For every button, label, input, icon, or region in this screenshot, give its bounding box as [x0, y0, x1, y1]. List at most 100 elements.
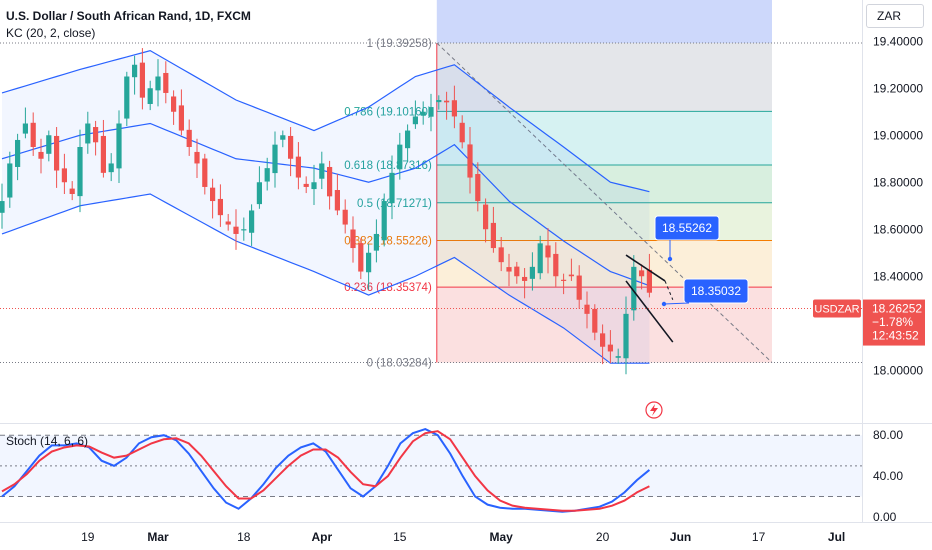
fib-level-label: 0.786 (19.10160)	[344, 106, 432, 118]
candle-body	[600, 333, 606, 347]
stoch-legend: Stoch (14, 6, 6)	[6, 434, 88, 448]
candle-body	[397, 144, 403, 170]
candle-body	[483, 204, 489, 230]
fib-trend-line	[436, 42, 773, 363]
candle-body	[420, 111, 426, 116]
fib-level-label: 1 (19.39258)	[367, 38, 432, 50]
candle-body	[178, 105, 184, 131]
candle-body	[444, 100, 450, 103]
candle-body	[108, 163, 114, 173]
fib-level-label: 0.382 (18.55226)	[344, 235, 432, 247]
candle-body	[7, 163, 13, 198]
candle-body	[186, 129, 192, 147]
candle-body	[576, 275, 582, 300]
candle-body	[155, 76, 161, 91]
candle-body	[69, 188, 75, 194]
price-callout-anchor	[661, 301, 667, 307]
price-axis-tick: 19.00000	[873, 128, 923, 142]
symbol-price-tag: USDZAR 18.26252−1.78%12:43:52	[813, 299, 925, 346]
candle-body	[592, 308, 598, 333]
candle-body	[233, 226, 239, 234]
candle-body	[132, 64, 138, 78]
symbol-tag-label: USDZAR	[814, 304, 859, 316]
candle-body	[272, 144, 278, 174]
price-callout-box	[654, 215, 720, 241]
price-axis-tick: 19.20000	[873, 81, 923, 95]
price-axis-tick: 19.40000	[873, 34, 923, 48]
candle-body	[490, 222, 496, 249]
price-callout-anchor	[667, 256, 673, 262]
candle-body	[607, 344, 613, 352]
fib-level-label: 0.236 (18.35374)	[344, 282, 432, 294]
candle-body	[631, 266, 637, 311]
candle-body	[373, 233, 379, 251]
time-axis-tick: 19	[81, 530, 95, 544]
candle-body	[217, 198, 223, 216]
candle-body	[553, 253, 559, 277]
price-tag-change: −1.78%	[872, 315, 913, 329]
candle-body	[514, 266, 520, 277]
candle-body	[54, 135, 60, 171]
candle-body	[358, 243, 364, 272]
time-axis-tick: 15	[393, 530, 407, 544]
candle-body	[568, 274, 574, 277]
candle-body	[342, 209, 348, 225]
candle-body	[147, 88, 153, 104]
candle-body	[506, 267, 512, 272]
currency-button[interactable]: ZAR	[866, 4, 924, 28]
candle-body	[171, 96, 177, 112]
candle-body	[327, 166, 333, 197]
candle-body	[646, 269, 652, 293]
candle-body	[623, 313, 629, 359]
indicator-legend[interactable]: KC (20, 2, close)	[6, 26, 96, 40]
price-callout: 18.55262	[654, 215, 720, 262]
candle-body	[288, 135, 294, 159]
price-callout-box	[683, 278, 749, 304]
candle-body	[77, 147, 83, 197]
candle-body	[639, 270, 645, 277]
time-axis-tick: 20	[596, 530, 610, 544]
candle-body	[334, 190, 340, 211]
candle-body	[46, 135, 52, 154]
candle-body	[529, 266, 535, 279]
fib-zone	[436, 111, 772, 166]
lightning-icon	[650, 404, 658, 416]
price-callout: 18.35032	[661, 278, 749, 307]
candle-body	[545, 245, 551, 258]
candle-body	[116, 123, 122, 169]
date-range-highlight	[436, 0, 772, 43]
price-callout-label: 18.55262	[662, 221, 712, 235]
price-axis-tick: 18.00000	[873, 363, 923, 377]
candle-body	[381, 201, 387, 241]
price-tag-value: 18.26252	[872, 302, 922, 316]
stoch-d-line	[1, 430, 650, 512]
candle-body	[615, 356, 621, 358]
candle-body	[475, 174, 481, 202]
keltner-upper	[1, 50, 650, 193]
fib-level-label: 0.618 (18.87316)	[344, 160, 432, 172]
candle-body	[389, 172, 395, 204]
time-axis-tick: 17	[752, 530, 766, 544]
time-axis-tick: 18	[237, 530, 251, 544]
stoch-k-line	[1, 428, 651, 513]
price-axis-tick: 18.40000	[873, 269, 923, 283]
candle-body	[295, 156, 301, 178]
fib-level-label: 0 (18.03284)	[367, 358, 432, 370]
candle-body	[280, 135, 286, 140]
candle-body	[61, 168, 67, 183]
candle-body	[210, 187, 216, 202]
candle-body	[459, 122, 465, 143]
candle-body	[451, 100, 457, 117]
time-axis-tick: Apr	[311, 530, 332, 544]
candle-body	[225, 221, 231, 225]
time-axis-tick: May	[490, 530, 514, 544]
time-axis-tick: Jun	[670, 530, 691, 544]
price-tag-countdown: 12:43:52	[872, 329, 919, 343]
candle-body	[522, 276, 528, 281]
candle-body	[241, 229, 247, 231]
candle-body	[194, 151, 200, 164]
candle-body	[249, 210, 255, 233]
price-axis-tick: 18.80000	[873, 175, 923, 189]
candle-body	[537, 243, 543, 274]
